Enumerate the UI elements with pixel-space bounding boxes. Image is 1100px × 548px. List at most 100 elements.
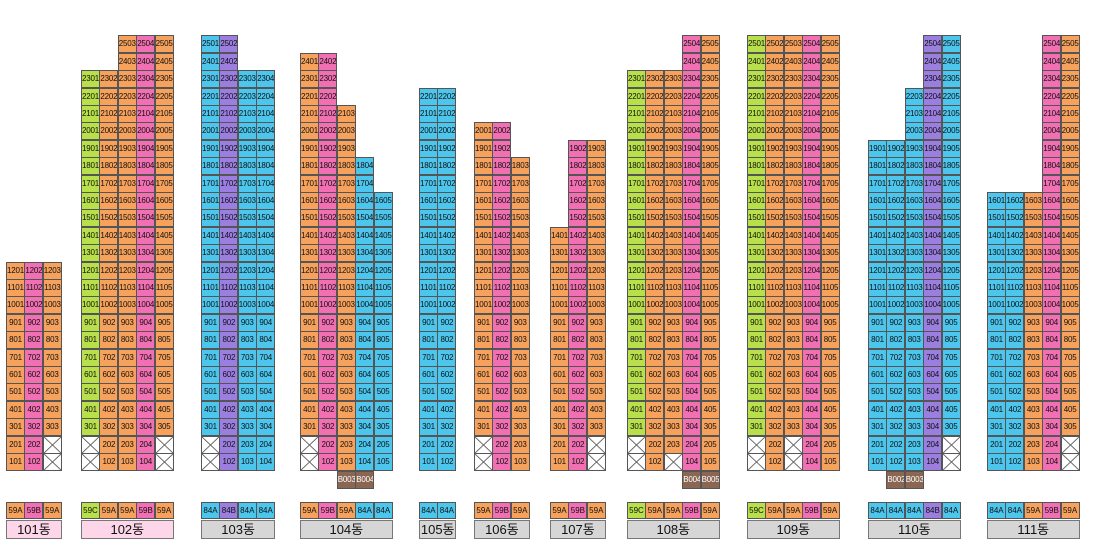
unit-cell: 1103 bbox=[117, 279, 137, 297]
unit-cell: 404 bbox=[802, 400, 822, 419]
unit-cell: 1703 bbox=[237, 174, 257, 193]
unit-cell: 1403 bbox=[1023, 226, 1043, 245]
unit-cell: 402 bbox=[99, 400, 119, 419]
unit-cell: 1801 bbox=[419, 157, 438, 176]
unit-cell: 504 bbox=[682, 383, 702, 402]
unit-cell: 1405 bbox=[700, 226, 720, 245]
unit-cell: 103 bbox=[510, 453, 530, 471]
unit-cell: 2104 bbox=[256, 105, 276, 123]
unit-cell: 1805 bbox=[154, 157, 174, 176]
unit-cell: 2303 bbox=[117, 70, 137, 89]
unit-cell: 2002 bbox=[437, 122, 457, 141]
empty-unit-slot bbox=[663, 453, 683, 471]
unit-cell: 303 bbox=[336, 418, 356, 437]
unit-type-cell: 59A bbox=[154, 502, 174, 519]
unit-cell: 1705 bbox=[1060, 174, 1080, 193]
unit-cell: 1401 bbox=[300, 226, 319, 245]
unit-cell: 2304 bbox=[136, 70, 156, 89]
empty-unit-slot bbox=[81, 453, 100, 471]
unit-cell: 2203 bbox=[663, 87, 683, 106]
unit-cell: 805 bbox=[941, 331, 961, 350]
unit-cell: 1301 bbox=[747, 244, 766, 263]
unit-cell: 702 bbox=[765, 348, 785, 367]
unit-cell: 503 bbox=[510, 383, 530, 402]
unit-cell: 301 bbox=[550, 418, 569, 437]
unit-cell: 1301 bbox=[300, 244, 319, 263]
unit-cell: 501 bbox=[419, 383, 438, 402]
unit-cell: 901 bbox=[627, 313, 646, 332]
unit-cell: 2405 bbox=[1060, 52, 1080, 71]
unit-cell: 704 bbox=[256, 348, 276, 367]
unit-cell: 404 bbox=[682, 400, 702, 419]
unit-cell: 1704 bbox=[1042, 174, 1062, 193]
unit-cell: 602 bbox=[492, 366, 512, 384]
unit-type-cell: 84A bbox=[373, 502, 393, 519]
unit-cell: 1302 bbox=[886, 244, 906, 263]
unit-cell: 1904 bbox=[682, 139, 702, 158]
unit-cell: 1105 bbox=[154, 279, 174, 297]
unit-cell: 1701 bbox=[868, 174, 887, 193]
unit-cell: 1905 bbox=[154, 139, 174, 158]
unit-cell: 1401 bbox=[201, 226, 220, 245]
unit-cell: 104 bbox=[682, 453, 702, 471]
unit-cell: 302 bbox=[886, 418, 906, 437]
unit-type-cell: 59A bbox=[99, 502, 119, 519]
unit-type-cell: 59B bbox=[24, 502, 44, 519]
unit-cell: 105 bbox=[820, 453, 840, 471]
unit-cell: 1902 bbox=[318, 139, 338, 158]
unit-cell: 1001 bbox=[81, 296, 100, 315]
unit-cell: 801 bbox=[81, 331, 100, 350]
unit-cell: 804 bbox=[923, 331, 943, 350]
unit-cell: 1901 bbox=[300, 139, 319, 158]
unit-cell: 201 bbox=[6, 435, 25, 454]
unit-cell: 503 bbox=[586, 383, 606, 402]
unit-cell: 2103 bbox=[904, 105, 924, 123]
unit-cell: 2201 bbox=[81, 87, 100, 106]
unit-cell: 1801 bbox=[300, 157, 319, 176]
unit-cell: 304 bbox=[136, 418, 156, 437]
empty-unit-slot bbox=[154, 435, 174, 454]
building-label: 104동 bbox=[300, 520, 393, 539]
basement-unit-cell: B003 bbox=[904, 471, 924, 489]
unit-cell: 701 bbox=[868, 348, 887, 367]
unit-cell: 1202 bbox=[437, 261, 457, 280]
unit-cell: 604 bbox=[355, 366, 375, 384]
unit-cell: 2401 bbox=[300, 52, 319, 71]
unit-cell: 803 bbox=[1023, 331, 1043, 350]
unit-cell: 1203 bbox=[783, 261, 803, 280]
unit-cell: 605 bbox=[700, 366, 720, 384]
unit-cell: 504 bbox=[802, 383, 822, 402]
unit-cell: 1802 bbox=[886, 157, 906, 176]
unit-cell: 405 bbox=[700, 400, 720, 419]
unit-cell: 1302 bbox=[492, 244, 512, 263]
unit-cell: 202 bbox=[886, 435, 906, 454]
unit-cell: 2204 bbox=[256, 87, 276, 106]
unit-cell: 1703 bbox=[510, 174, 530, 193]
unit-cell: 402 bbox=[886, 400, 906, 419]
unit-cell: 1101 bbox=[6, 279, 25, 297]
unit-cell: 801 bbox=[419, 331, 438, 350]
unit-cell: 1701 bbox=[474, 174, 493, 193]
unit-cell: 2004 bbox=[1042, 122, 1062, 141]
unit-cell: 1305 bbox=[941, 244, 961, 263]
unit-cell: 401 bbox=[201, 400, 220, 419]
unit-cell: 2404 bbox=[136, 52, 156, 71]
unit-cell: 105 bbox=[700, 453, 720, 471]
unit-cell: 2202 bbox=[765, 87, 785, 106]
unit-cell: 2405 bbox=[700, 52, 720, 71]
unit-cell: 601 bbox=[474, 366, 493, 384]
unit-cell: 2002 bbox=[219, 122, 239, 141]
unit-cell: 2004 bbox=[682, 122, 702, 141]
unit-cell: 703 bbox=[783, 348, 803, 367]
unit-cell: 1805 bbox=[1060, 157, 1080, 176]
unit-cell: 1204 bbox=[802, 261, 822, 280]
unit-cell: 2004 bbox=[136, 122, 156, 141]
unit-cell: 1801 bbox=[474, 157, 493, 176]
unit-cell: 505 bbox=[154, 383, 174, 402]
unit-cell: 1202 bbox=[765, 261, 785, 280]
unit-cell: 2205 bbox=[700, 87, 720, 106]
unit-cell: 1801 bbox=[747, 157, 766, 176]
unit-cell: 1501 bbox=[419, 209, 438, 228]
unit-cell: 1204 bbox=[923, 261, 943, 280]
unit-type-cell: 59B bbox=[136, 502, 156, 519]
